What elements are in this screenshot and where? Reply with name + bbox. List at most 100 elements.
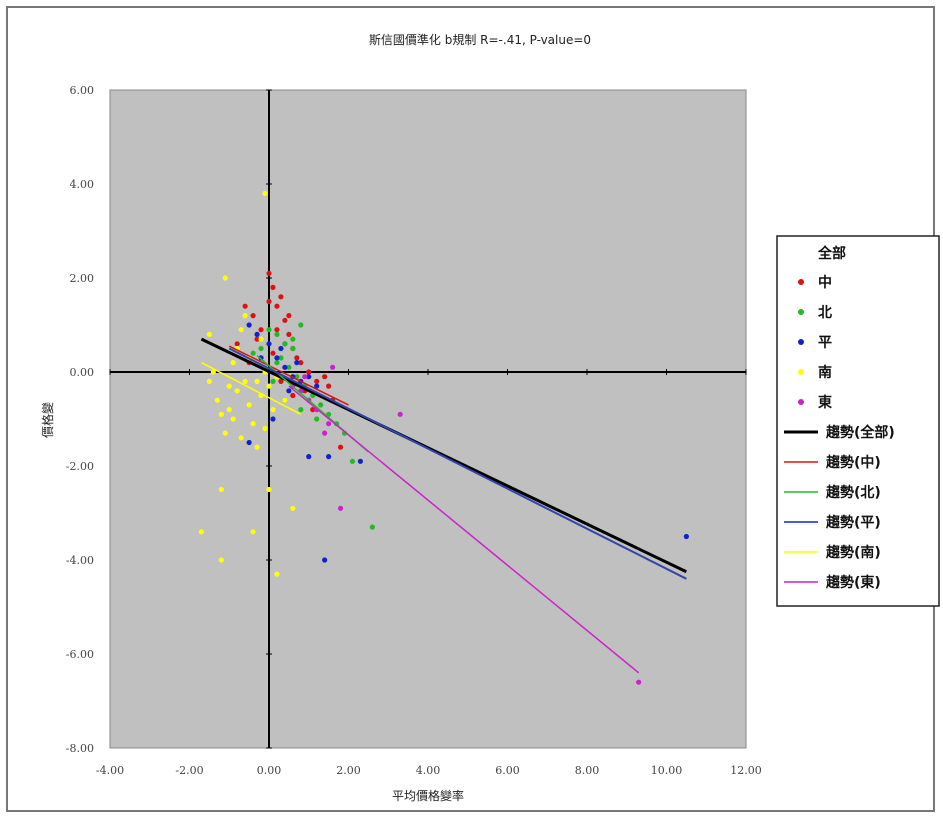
data-point — [318, 402, 324, 408]
data-point — [282, 341, 288, 347]
x-tick-label: 8.00 — [575, 764, 600, 777]
data-point — [266, 341, 272, 347]
data-point — [274, 355, 280, 361]
data-point — [322, 374, 328, 380]
legend-item-label: 東 — [818, 394, 832, 411]
data-point — [206, 331, 212, 337]
data-point — [222, 430, 228, 436]
data-point — [222, 275, 228, 281]
data-point — [242, 303, 248, 309]
data-point — [302, 374, 308, 380]
data-point — [274, 360, 280, 366]
data-point — [294, 355, 300, 361]
trendline — [228, 347, 687, 580]
data-point — [274, 303, 280, 309]
data-point — [270, 378, 276, 384]
data-point — [369, 524, 375, 530]
data-point — [290, 345, 296, 352]
y-tick-label: -2.00 — [66, 460, 94, 473]
data-point — [349, 458, 356, 464]
x-tick-label: 0.00 — [257, 764, 282, 777]
data-point — [226, 383, 232, 389]
legend-item-label: 趨勢(平) — [825, 514, 881, 531]
data-point — [230, 416, 236, 422]
y-tick-label: -6.00 — [66, 648, 94, 661]
legend-item-label: 趨勢(東) — [825, 574, 881, 591]
data-point — [238, 327, 244, 333]
data-point — [250, 350, 256, 356]
data-point — [274, 327, 280, 333]
trendline — [228, 345, 349, 406]
data-point — [314, 378, 320, 384]
data-point — [254, 336, 260, 342]
data-point — [274, 331, 280, 337]
data-point — [326, 454, 332, 460]
data-point — [270, 284, 276, 290]
data-point — [636, 679, 642, 685]
data-point — [242, 378, 248, 384]
data-point — [250, 529, 256, 535]
data-point — [278, 345, 284, 352]
data-point — [286, 388, 292, 394]
data-point — [282, 397, 288, 403]
y-axis-ticks: 6.00 4.00 2.00 0.00 -2.00 -4.00 -6.00 -8.00 — [66, 84, 272, 755]
data-point — [266, 486, 272, 493]
data-point — [274, 571, 280, 577]
trendline — [201, 361, 302, 415]
data-point — [226, 407, 232, 413]
data-point — [210, 369, 216, 375]
data-point — [270, 350, 276, 356]
x-tick-label: -2.00 — [175, 764, 203, 777]
legend-item-label: 中 — [818, 274, 832, 291]
legend-item-label: 趨勢(南) — [825, 544, 881, 561]
data-point — [230, 360, 236, 366]
data-point — [250, 421, 256, 427]
data-point — [234, 388, 240, 394]
data-point — [266, 270, 272, 276]
data-point — [298, 322, 304, 328]
data-point — [218, 411, 224, 417]
data-point — [258, 345, 264, 352]
data-point — [254, 331, 260, 337]
data-point — [314, 383, 320, 389]
trendlines — [200, 337, 688, 674]
data-point — [238, 435, 244, 441]
data-point — [298, 407, 304, 413]
data-point — [278, 294, 284, 300]
data-point — [298, 360, 304, 366]
data-point — [337, 505, 344, 511]
data-point — [246, 322, 252, 328]
data-point — [250, 313, 256, 319]
data-point — [270, 416, 276, 422]
y-tick-label: -4.00 — [66, 554, 94, 567]
legend-item-label: 北 — [818, 305, 832, 321]
data-point — [218, 557, 224, 563]
data-point — [306, 369, 312, 375]
legend-marker — [798, 309, 804, 315]
data-point — [266, 383, 272, 389]
data-point — [306, 454, 312, 460]
trendline — [288, 385, 640, 674]
y-tick-label: 2.00 — [70, 272, 95, 285]
data-point — [282, 317, 288, 323]
data-point — [242, 313, 248, 319]
x-axis-label: 平均價格變率 — [392, 788, 464, 803]
legend-marker — [798, 399, 804, 405]
data-point — [322, 557, 328, 563]
data-point — [278, 355, 284, 361]
data-point — [314, 416, 320, 422]
data-point — [266, 327, 272, 333]
data-point — [322, 430, 328, 436]
data-point — [262, 425, 268, 431]
legend-item-label: 趨勢(北) — [825, 484, 881, 501]
data-point — [258, 336, 264, 342]
legend-item-label: 南 — [818, 364, 832, 381]
y-tick-label: 4.00 — [70, 178, 95, 191]
legend-marker — [798, 369, 804, 375]
data-point — [326, 421, 332, 427]
legend-box — [776, 235, 940, 607]
data-point — [254, 378, 260, 384]
x-axis-ticks: -4.00 -2.00 0.00 2.00 4.00 6.00 8.00 10.00 12.00 — [96, 369, 762, 777]
